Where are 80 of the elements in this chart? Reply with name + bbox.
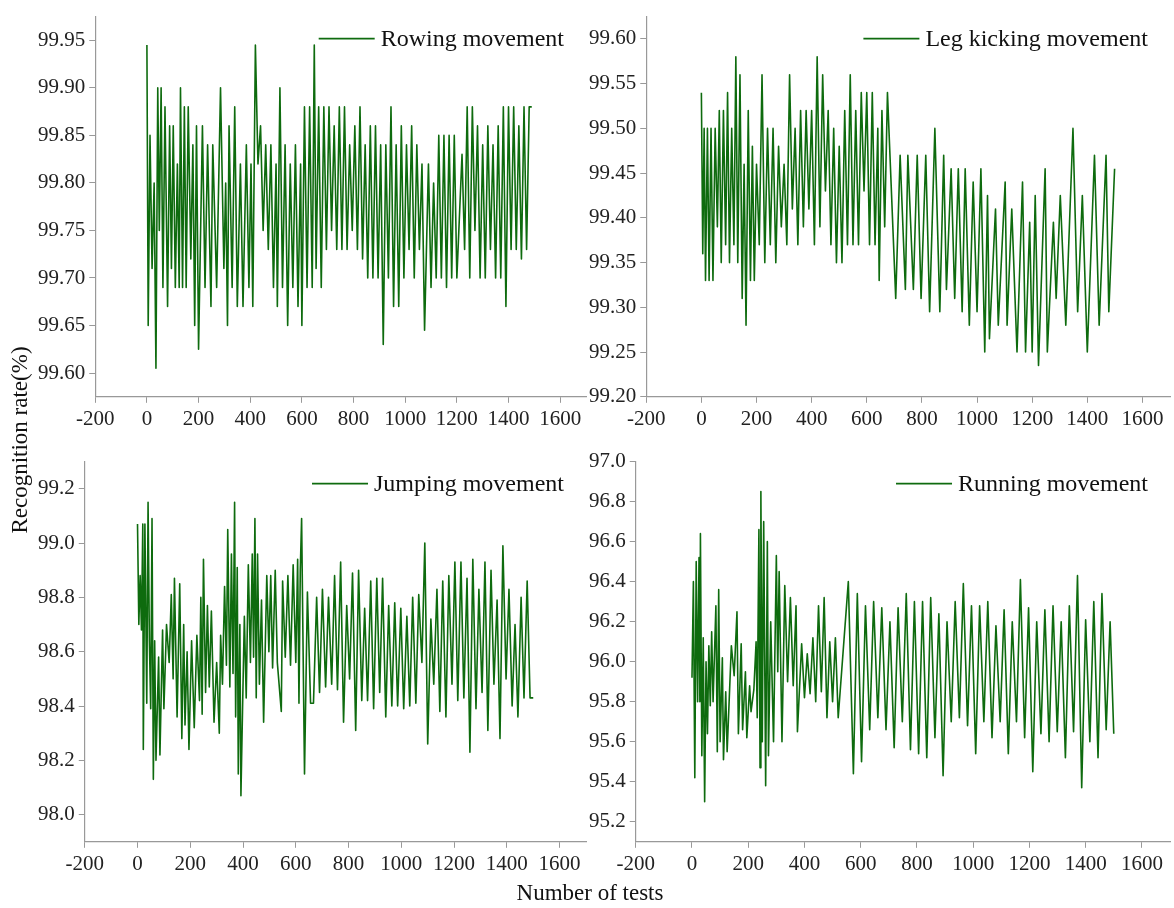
x-tick-label: 800 (901, 850, 933, 875)
y-tick-label: 96.8 (589, 488, 626, 513)
x-tick-label: 1400 (1066, 405, 1109, 430)
y-tick-label: 96.6 (589, 528, 626, 553)
y-tick-label: 95.6 (589, 728, 626, 753)
x-tick-label: 1000 (380, 850, 423, 875)
x-tick-label: 1400 (487, 405, 530, 430)
y-tick-label: 98.4 (38, 692, 76, 717)
x-tick-label: 800 (337, 405, 370, 430)
y-tick-label: 99.2 (38, 475, 75, 500)
y-tick-label: 99.50 (589, 114, 637, 139)
x-tick-label: 600 (844, 850, 877, 875)
x-tick-label: 400 (234, 405, 266, 430)
y-tick-label: 96.2 (589, 608, 626, 633)
y-tick-label: 96.0 (589, 648, 626, 673)
x-tick-label: 600 (280, 850, 312, 875)
y-tick-label: 98.0 (38, 801, 75, 826)
y-tick-label: 98.8 (38, 583, 75, 608)
x-axis-title: Number of tests (516, 880, 664, 906)
x-tick-label: 200 (732, 850, 764, 875)
legend-label: Running movement (958, 469, 1149, 496)
y-tick-label: 99.0 (38, 529, 75, 554)
y-axis-title: Recognition rate(%) (7, 346, 33, 534)
y-tick-label: 99.25 (589, 338, 637, 363)
y-tick-label: 99.80 (38, 169, 86, 194)
y-tick-label: 99.30 (589, 293, 637, 318)
x-tick-label: 1200 (435, 405, 478, 430)
y-tick-label: 95.4 (589, 768, 627, 793)
x-tick-label: -200 (616, 850, 655, 875)
y-tick-label: 99.85 (38, 121, 86, 146)
x-tick-label: 800 (906, 405, 938, 430)
x-tick-label: 1600 (1121, 405, 1164, 430)
legend-label: Leg kicking movement (925, 24, 1149, 51)
x-tick-label: 0 (696, 405, 707, 430)
x-tick-label: -200 (65, 850, 104, 875)
x-tick-label: 1200 (1008, 850, 1051, 875)
x-tick-label: 1600 (539, 405, 582, 430)
y-tick-label: 95.2 (589, 808, 626, 833)
y-tick-label: 99.60 (589, 25, 637, 50)
x-tick-label: 1200 (433, 850, 476, 875)
y-tick-label: 99.55 (589, 70, 637, 95)
y-tick-label: 99.40 (589, 204, 637, 229)
x-tick-label: 1400 (1064, 850, 1107, 875)
y-tick-label: 99.60 (38, 359, 86, 384)
x-tick-label: -200 (76, 405, 115, 430)
x-tick-label: 1000 (956, 405, 999, 430)
x-tick-label: 1200 (1011, 405, 1054, 430)
y-tick-label: 96.4 (589, 568, 627, 593)
x-tick-label: 0 (132, 850, 143, 875)
x-tick-label: 1400 (485, 850, 528, 875)
x-tick-label: 0 (141, 405, 153, 430)
y-tick-label: 99.35 (589, 249, 637, 274)
y-tick-label: 99.75 (38, 216, 86, 241)
x-tick-label: -200 (627, 405, 666, 430)
x-tick-label: 800 (332, 850, 365, 875)
x-tick-label: 200 (174, 850, 207, 875)
y-tick-label: 99.65 (38, 312, 86, 337)
y-tick-label: 99.70 (38, 264, 86, 289)
legend-label: Jumping movement (374, 469, 565, 496)
x-tick-label: 400 (795, 405, 828, 430)
x-tick-label: 1600 (538, 850, 581, 875)
y-tick-label: 95.8 (589, 688, 626, 713)
x-tick-label: 200 (740, 405, 773, 430)
x-tick-label: 1600 (1120, 850, 1163, 875)
x-tick-label: 1000 (384, 405, 427, 430)
x-tick-label: 0 (686, 850, 698, 875)
y-tick-label: 99.95 (38, 26, 86, 51)
y-tick-label: 99.20 (589, 383, 637, 408)
x-tick-label: 600 (286, 405, 318, 430)
x-tick-label: 200 (182, 405, 215, 430)
y-tick-label: 99.90 (38, 74, 86, 99)
y-tick-label: 98.6 (38, 638, 75, 663)
x-tick-label: 600 (851, 405, 883, 430)
y-tick-label: 99.45 (589, 159, 637, 184)
y-tick-label: 97.0 (589, 448, 626, 473)
y-tick-label: 98.2 (38, 746, 75, 771)
legend-label: Rowing movement (380, 24, 565, 51)
x-tick-label: 400 (227, 850, 259, 875)
x-tick-label: 400 (788, 850, 821, 875)
x-tick-label: 1000 (952, 850, 995, 875)
